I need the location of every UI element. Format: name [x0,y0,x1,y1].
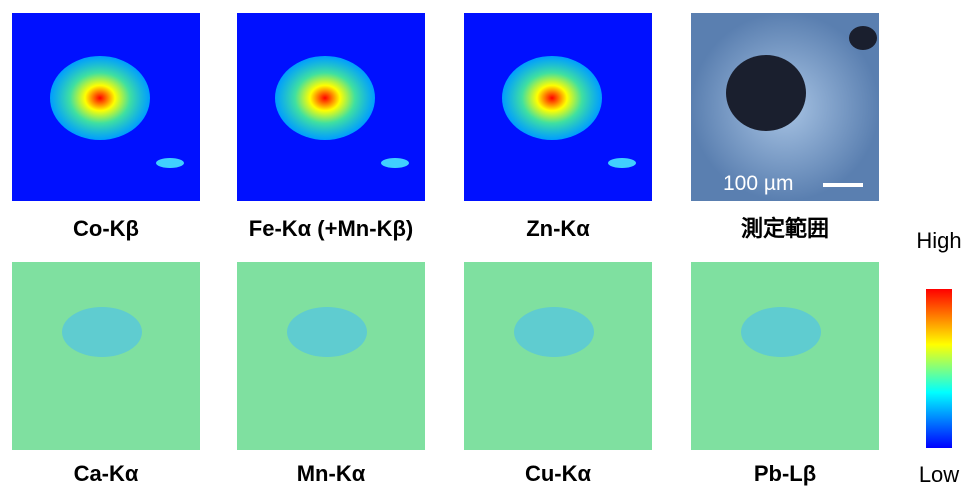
colorbar-low: Low [919,462,959,486]
panel-label: Zn-Kα [526,216,590,241]
scale-bar [823,183,863,187]
hotspot [156,158,184,168]
sample [849,26,877,50]
hotspot [381,158,409,168]
panel-label: Mn-Kα [297,461,366,486]
panel-label: Co-Kβ [73,216,139,241]
region [287,307,367,357]
scale-bar-label: 100 µm [723,172,793,195]
panel-label: Fe-Kα (+Mn-Kβ) [249,216,413,241]
hotspot [502,56,602,140]
panel-label: Ca-Kα [74,461,139,486]
colorbar [926,289,952,448]
hotspot [608,158,636,168]
region [514,307,594,357]
sample [726,55,806,131]
figure: Co-Kβ Fe-Kα (+Mn-Kβ) Zn-Kα 100 µm 測定範囲 Ca-Kα M… [0,0,964,486]
panel-label: 測定範囲 [741,216,829,241]
region [62,307,142,357]
panels: Co-Kβ Fe-Kα (+Mn-Kβ) Zn-Kα 100 µm 測定範囲 Ca-Kα M… [12,13,879,486]
hotspot [275,56,375,140]
region [741,307,821,357]
panel-label: Cu-Kα [525,461,592,486]
colorbar-high: High [916,228,961,253]
hotspot [50,56,150,140]
panel-label: Pb-Lβ [754,461,816,486]
